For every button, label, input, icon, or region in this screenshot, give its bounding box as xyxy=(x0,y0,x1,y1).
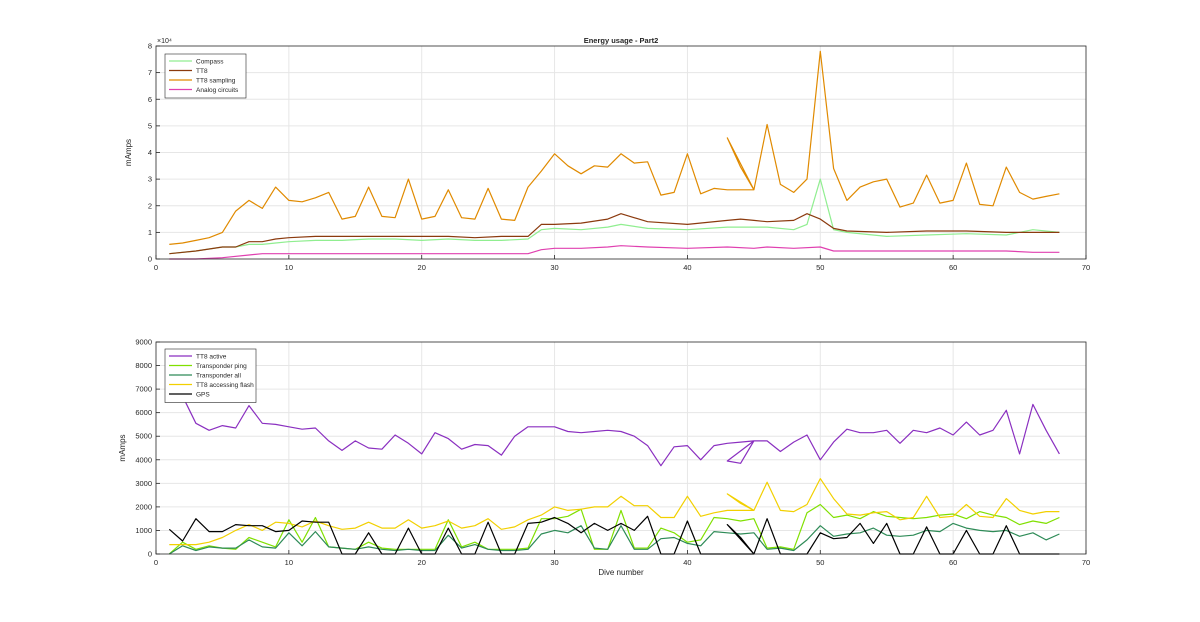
bottom-x-tick-label: 10 xyxy=(285,558,293,567)
top-y-axis-label: mAmps xyxy=(124,139,133,166)
bottom-x-tick-label: 0 xyxy=(154,558,158,567)
top-x-tick-label: 20 xyxy=(418,263,426,272)
bottom-chart: 0 10 20 30 40 50 60 70 0 1000 2000 3000 4000 5000 6000… xyxy=(118,338,1090,578)
top-x-tick-label: 70 xyxy=(1082,263,1090,272)
top-chart-title: Energy usage - Part2 xyxy=(584,36,659,45)
top-y-tick-label: 7 xyxy=(148,68,152,77)
bottom-y-tick-label: 1000 xyxy=(135,526,152,535)
bottom-y-tick-label: 8000 xyxy=(135,361,152,370)
bottom-x-tick-label: 60 xyxy=(949,558,957,567)
top-x-tick-label: 60 xyxy=(949,263,957,272)
bottom-x-tick-label: 70 xyxy=(1082,558,1090,567)
bottom-tick-labels: 0 10 20 30 40 50 60 70 0 1000 2000 3000 4000 5000 6000… xyxy=(135,338,1090,568)
bottom-y-tick-label: 3000 xyxy=(135,479,152,488)
bottom-legend-label-gps: GPS xyxy=(196,392,210,399)
bottom-y-tick-label: 4000 xyxy=(135,455,152,464)
top-legend-label-analog-circuits: Analog circuits xyxy=(196,87,239,94)
top-series-line-analog-circuits xyxy=(169,245,1060,260)
top-y-tick-label: 0 xyxy=(148,255,152,264)
top-grid xyxy=(156,46,1086,259)
bottom-y-tick-label: 9000 xyxy=(135,338,152,347)
top-y-tick-label: 3 xyxy=(148,175,152,184)
bottom-x-axis-label: Dive number xyxy=(598,568,644,577)
bottom-legend: TT8 active Transponder ping Transponder al… xyxy=(164,348,257,403)
top-x-tick-label: 40 xyxy=(683,263,691,272)
top-y-tick-label: 2 xyxy=(148,201,152,210)
top-x-tick-label: 30 xyxy=(550,263,558,272)
bottom-x-tick-label: 40 xyxy=(683,558,691,567)
bottom-legend-label-tt8-accessing-flash: TT8 accessing flash xyxy=(196,382,254,389)
top-series-line-tt8 xyxy=(169,213,1060,255)
top-legend-label-compass: Compass xyxy=(196,59,224,66)
top-legend-label-tt8-sampling: TT8 sampling xyxy=(196,78,236,85)
bottom-axes-frame xyxy=(155,341,1087,555)
top-series-line-compass xyxy=(169,178,1060,255)
top-tick-labels: 0 10 20 30 40 50 60 70 0 1 2 3 4 5 6 7 8 xyxy=(148,42,1090,273)
bottom-x-tick-label: 50 xyxy=(816,558,824,567)
top-chart: 0 10 20 30 40 50 60 70 0 1 2 3 4 5 6 7 8 Energy usage - … xyxy=(124,36,1090,272)
bottom-series-line-tt8-active xyxy=(169,388,1060,467)
top-x-tick-label: 50 xyxy=(816,263,824,272)
bottom-grid xyxy=(156,342,1086,554)
bottom-y-axis-label: mAmps xyxy=(118,434,127,461)
top-y-tick-label: 6 xyxy=(148,95,152,104)
top-y-tick-label: 8 xyxy=(148,42,152,51)
bottom-x-tick-label: 20 xyxy=(418,558,426,567)
top-series-lines xyxy=(169,50,1060,260)
bottom-y-tick-label: 0 xyxy=(148,550,152,559)
top-y-tick-label: 5 xyxy=(148,121,152,130)
bottom-legend-label-transponder-all: Transponder all xyxy=(196,373,241,380)
top-series-line-tt8-sampling xyxy=(169,50,1060,245)
bottom-y-tick-label: 5000 xyxy=(135,432,152,441)
bottom-legend-label-transponder-ping: Transponder ping xyxy=(196,363,247,370)
bottom-series-line-transponder-all xyxy=(168,522,1060,555)
bottom-y-tick-label: 2000 xyxy=(135,502,152,511)
top-y-tick-label: 1 xyxy=(148,228,152,237)
top-legend: Compass TT8 TT8 sampling Analog circuits xyxy=(164,53,247,99)
bottom-y-tick-label: 6000 xyxy=(135,408,152,417)
top-y-exponent-label: ×10⁴ xyxy=(157,38,172,45)
bottom-y-tick-label: 7000 xyxy=(135,385,152,394)
bottom-plot-area xyxy=(156,342,1086,554)
bottom-x-tick-label: 30 xyxy=(550,558,558,567)
bottom-series-line-tt8-accessing-flash xyxy=(169,478,1060,546)
top-legend-label-tt8: TT8 xyxy=(196,68,208,75)
top-x-tick-label: 10 xyxy=(285,263,293,272)
top-y-tick-label: 4 xyxy=(148,148,152,157)
bottom-legend-label-tt8-active: TT8 active xyxy=(196,354,227,361)
top-x-tick-label: 0 xyxy=(154,263,158,272)
